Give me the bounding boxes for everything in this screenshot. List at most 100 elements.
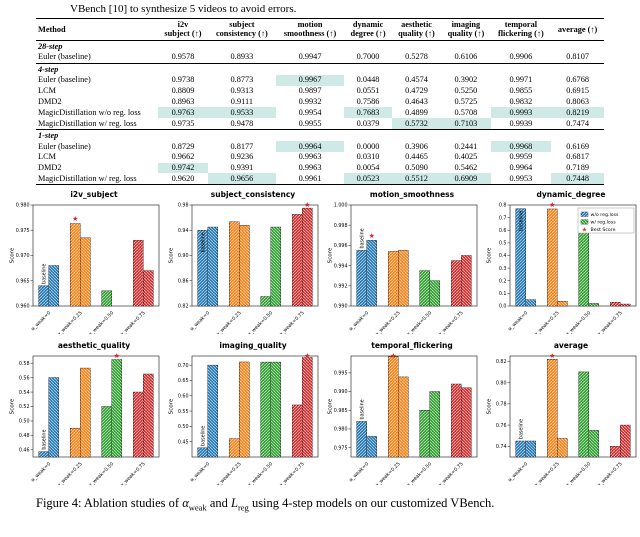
value-cell: 0.9967 (275, 74, 345, 86)
svg-text:Score: Score (328, 247, 334, 263)
svg-text:α_weak=0.50: α_weak=0.50 (406, 310, 433, 334)
svg-text:0.980: 0.980 (16, 203, 30, 209)
svg-text:0.78: 0.78 (496, 402, 507, 408)
value-cell: 0.9662 (171, 152, 195, 162)
svg-text:α_weak=0: α_weak=0 (189, 461, 211, 483)
svg-text:0.54: 0.54 (19, 390, 30, 396)
value-cell: 0.0448 (356, 75, 380, 85)
table-row: LCM 0.9662 0.9236 0.9963 0.0310 0.4465 0.4025 0… (36, 152, 604, 163)
baseline-label: baseline (359, 400, 365, 420)
svg-text:α_weak=0.25: α_weak=0.25 (533, 310, 560, 334)
svg-text:0.70: 0.70 (178, 363, 189, 369)
chart-imaging_quality: imaging_quality 0.45 0.50 0.55 0.60 0.65 0.70 S… (165, 341, 321, 490)
svg-text:0.2: 0.2 (499, 279, 507, 285)
best-score-star-icon: ★ (549, 201, 555, 209)
svg-text:Score: Score (10, 398, 16, 414)
table-row: MagicDistillation w/ reg. loss 0.9735 0.94… (36, 118, 604, 130)
svg-text:0.48: 0.48 (19, 433, 30, 439)
best-score-star-icon: ★ (369, 232, 375, 240)
column-header: dynamic degree (↑) (344, 18, 392, 41)
svg-text:0.90: 0.90 (178, 253, 189, 259)
results-table: Method i2v subject (↑) subject consistency… (36, 18, 604, 186)
svg-text:0.45: 0.45 (178, 440, 189, 446)
baseline-label: baseline (41, 264, 47, 284)
figure-caption: Figure 4: Ablation studies of αweak and … (36, 496, 604, 513)
value-cell: 0.9763 (158, 107, 208, 119)
svg-text:w/o reg.loss: w/o reg.loss (591, 212, 620, 218)
value-cell: 0.9959 (509, 152, 533, 162)
body-text-line: VBench [10] to synthesize 5 videos to av… (70, 3, 297, 15)
svg-text:w/ reg.loss: w/ reg.loss (591, 220, 617, 226)
value-cell: 0.9236 (230, 152, 254, 162)
chart-plot: 0.960 0.965 0.970 0.975 0.980 Score baseline ★ α… (10, 203, 160, 338)
chart-plot: 0.82 0.86 0.90 0.94 0.98 Score baseline ★ α_weak… (169, 201, 319, 338)
svg-text:α_weak=0: α_weak=0 (189, 310, 211, 332)
caption-alpha-sub: weak (188, 502, 207, 513)
svg-text:α_weak=0: α_weak=0 (30, 310, 52, 332)
value-cell: 0.9955 (298, 118, 322, 128)
value-cell: 0.9964 (275, 141, 345, 152)
section-label: 4-step (36, 62, 604, 75)
method-cell: LCM (38, 86, 56, 96)
svg-text:α_weak=0.50: α_weak=0.50 (88, 461, 115, 485)
svg-text:0.994: 0.994 (334, 264, 348, 270)
svg-text:α_weak=0.25: α_weak=0.25 (215, 461, 242, 485)
value-cell: 0.6768 (566, 75, 590, 85)
value-cell: 0.8809 (171, 86, 195, 96)
svg-text:α_weak=0: α_weak=0 (348, 310, 370, 332)
value-cell: 0.8729 (171, 141, 195, 151)
svg-text:Score: Score (487, 247, 493, 263)
caption-loss-sub: reg (237, 502, 249, 513)
section-row: 4-step (36, 62, 604, 75)
svg-text:0.1: 0.1 (499, 291, 507, 297)
value-cell: 0.5732 (391, 118, 442, 130)
caption-alpha-symbol: α (182, 496, 189, 511)
value-cell: 0.3902 (454, 75, 478, 85)
legend-star-icon: ★ (582, 227, 587, 234)
value-cell: 0.6106 (454, 52, 478, 62)
chart-dynamic_degree: dynamic_degree 0.0 0.1 0.2 0.3 0.4 0.5 0.6 0.7 0.… (483, 190, 639, 339)
value-cell: 0.2441 (454, 141, 478, 151)
svg-text:α_weak=0.50: α_weak=0.50 (88, 310, 115, 334)
value-cell: 0.9656 (207, 173, 276, 185)
chart-title: motion_smoothness (369, 190, 455, 200)
svg-text:0.965: 0.965 (16, 279, 30, 285)
svg-text:0.82: 0.82 (496, 359, 507, 365)
value-cell: 0.6915 (566, 86, 590, 96)
svg-text:0.970: 0.970 (16, 253, 30, 259)
table-row: LCM 0.8809 0.9313 0.9897 0.0551 0.4729 0.5250 0… (36, 86, 604, 97)
chart-subject_consistency: subject_consistency 0.82 0.86 0.90 0.94 0.98 S… (165, 190, 321, 339)
table-row: DMD2 0.9742 0.9391 0.9963 0.0054 0.5090 0.5462… (36, 162, 604, 174)
svg-text:0.82: 0.82 (178, 304, 189, 310)
svg-text:α_weak=0: α_weak=0 (348, 461, 370, 483)
svg-text:Score: Score (169, 247, 175, 263)
value-cell: 0.7189 (566, 163, 590, 173)
svg-text:0.55: 0.55 (178, 409, 189, 415)
value-cell: 0.9478 (230, 118, 254, 128)
section-label: 28-step (38, 41, 63, 51)
svg-text:0.50: 0.50 (19, 419, 30, 425)
chart-motion_smoothness: motion_smoothness 0.990 0.992 0.994 0.996 0.9… (324, 190, 480, 339)
value-cell: 0.0310 (356, 152, 380, 162)
column-header: imaging quality (↑) (441, 18, 491, 41)
baseline-label: baseline (518, 419, 524, 439)
value-cell: 0.8219 (551, 107, 604, 119)
svg-text:α_weak=0.25: α_weak=0.25 (215, 310, 242, 334)
svg-text:0.50: 0.50 (178, 424, 189, 430)
svg-text:0.960: 0.960 (16, 304, 30, 310)
section-row: 1-step (36, 128, 604, 142)
paper-page: VBench [10] to synthesize 5 videos to av… (6, 3, 640, 513)
svg-text:0.980: 0.980 (334, 427, 348, 433)
value-cell: 0.5250 (454, 86, 478, 96)
value-cell: 0.4899 (405, 107, 428, 117)
value-cell: 0.4643 (405, 96, 428, 106)
charts-grid: i2v_subject 0.960 0.965 0.970 0.975 0.980 Scor… (6, 190, 640, 490)
svg-text:α_weak=0.75: α_weak=0.75 (278, 461, 305, 485)
column-header: aesthetic quality (↑) (391, 18, 442, 41)
svg-text:α_weak=0.75: α_weak=0.75 (119, 310, 146, 334)
value-cell: 0.7000 (356, 52, 380, 62)
value-cell: 0.9961 (298, 173, 322, 183)
value-cell: 0.4025 (454, 152, 478, 162)
value-cell: 0.4574 (405, 75, 428, 85)
svg-text:0.74: 0.74 (496, 444, 507, 450)
